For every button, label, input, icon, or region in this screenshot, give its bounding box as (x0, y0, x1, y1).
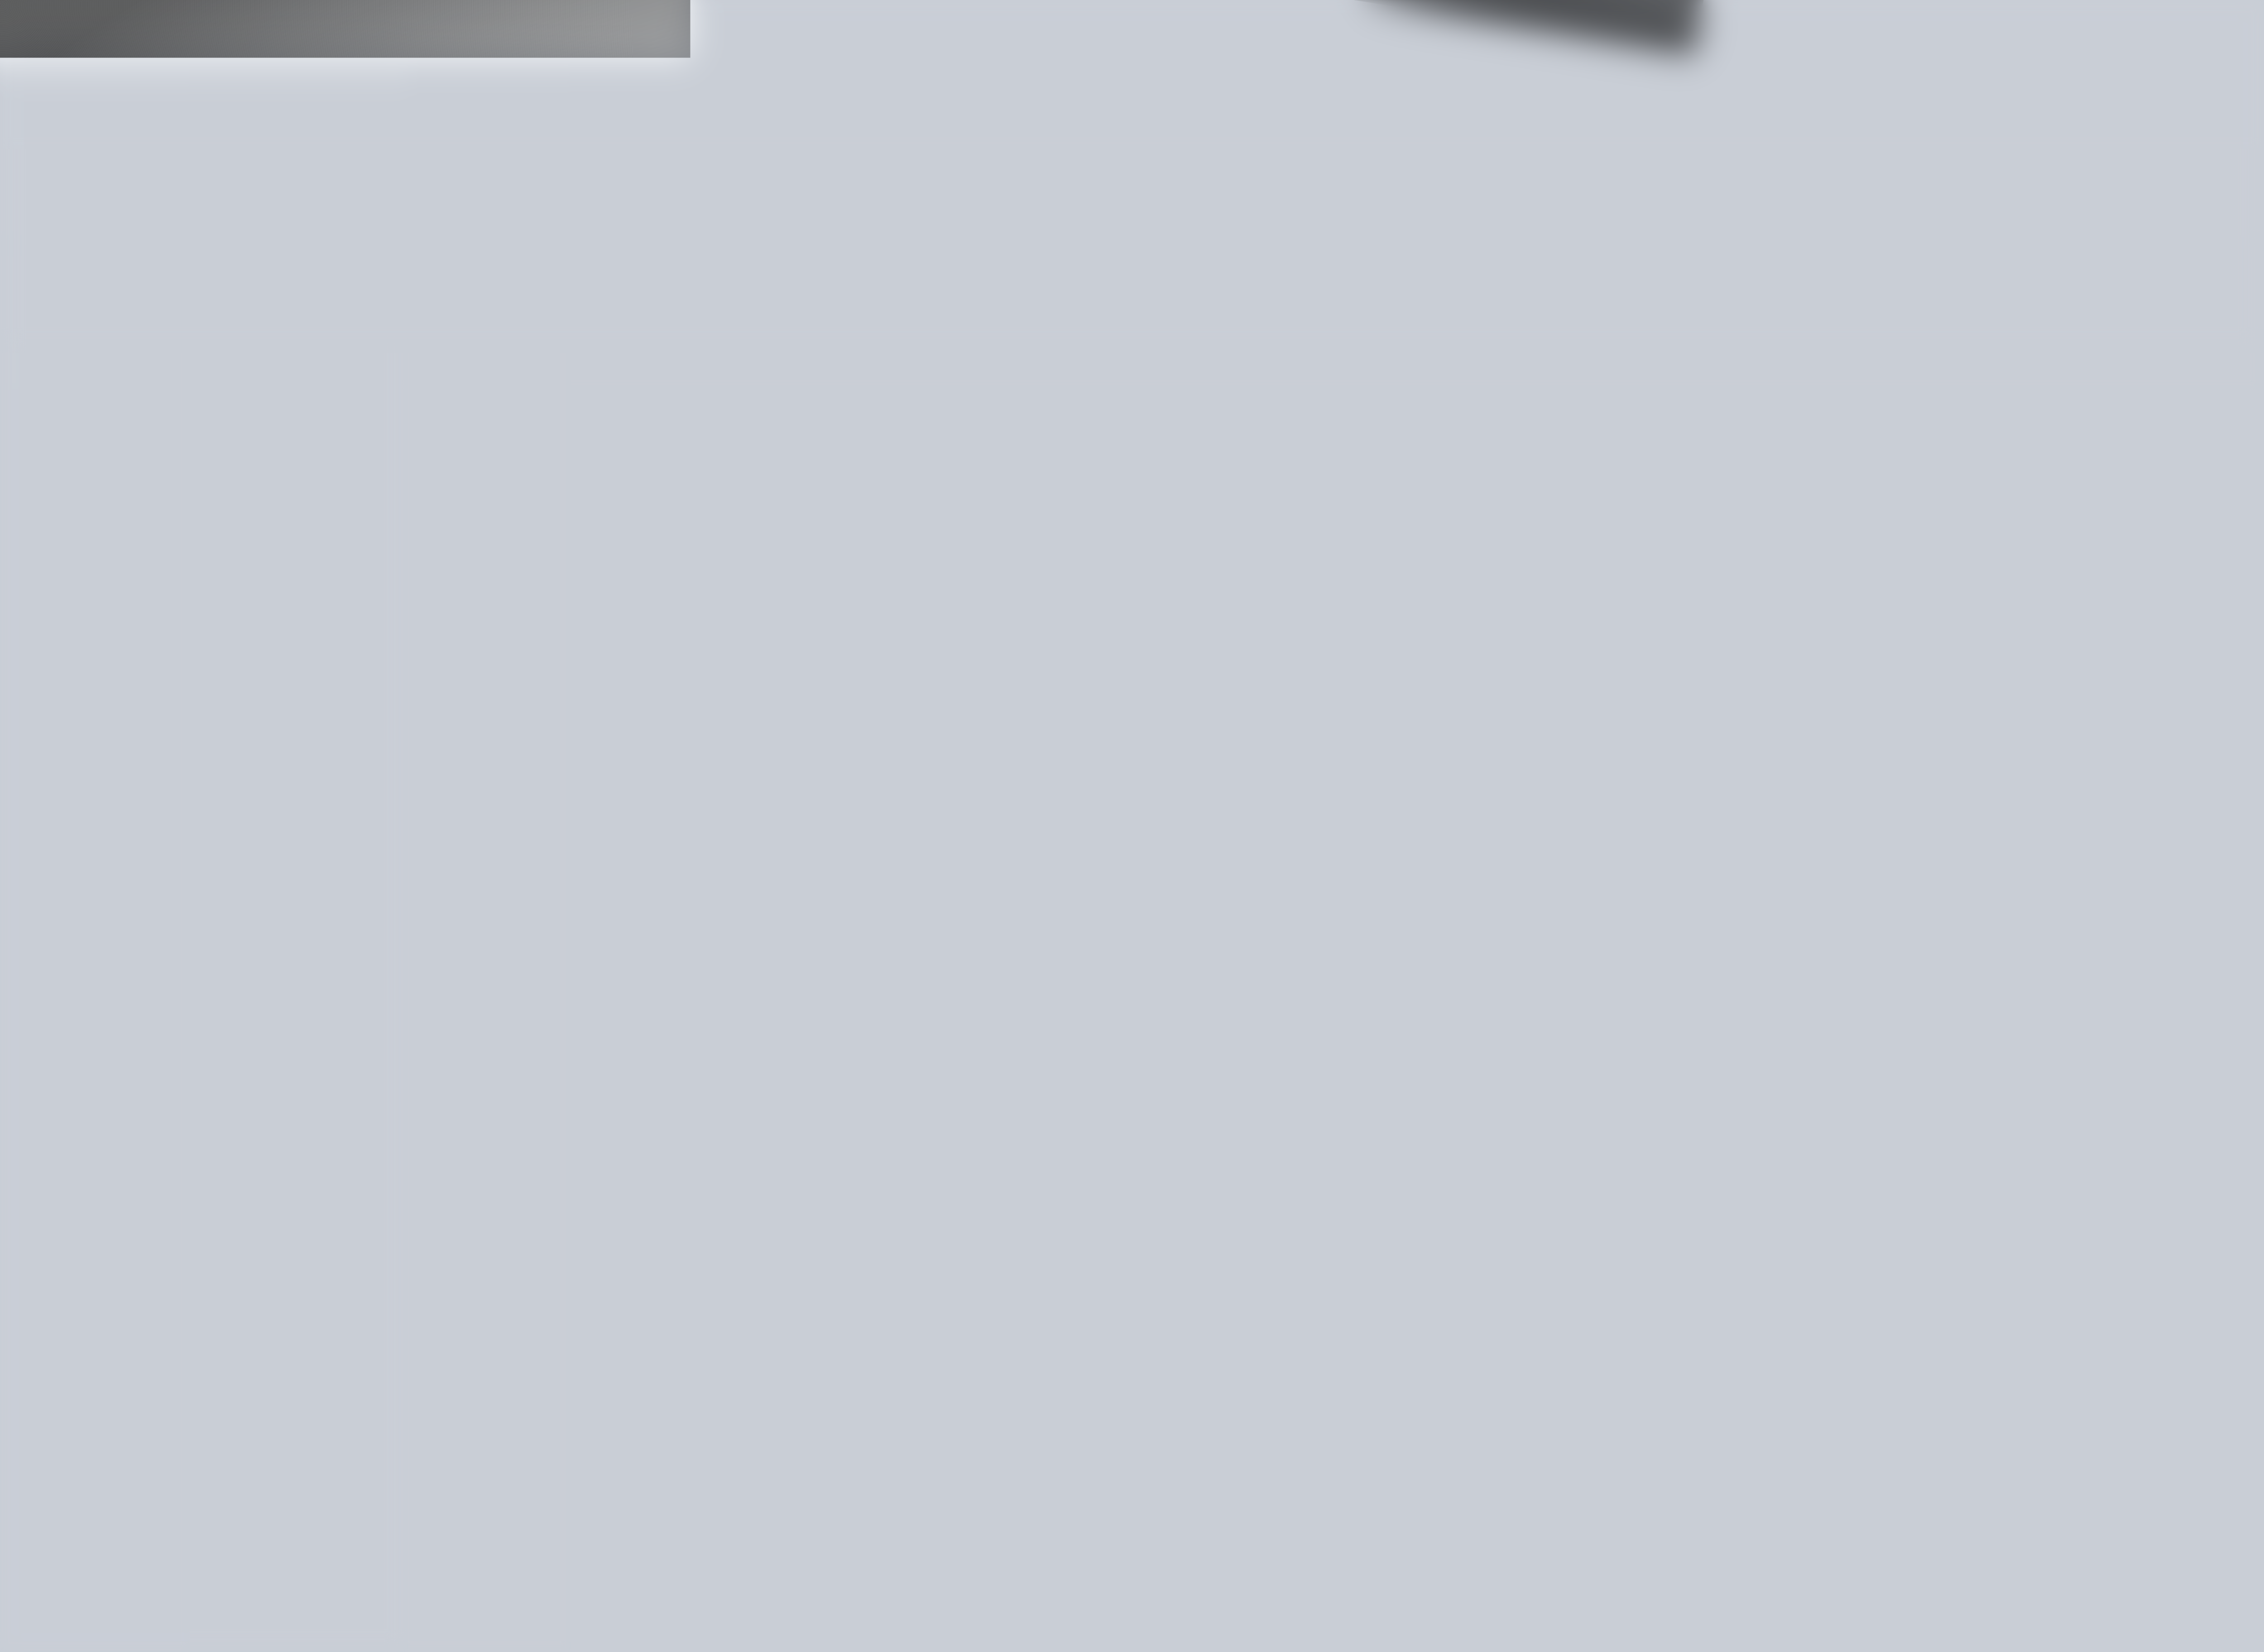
axis-tick (960, 1080, 1000, 1095)
category-label: Cefaleias (766, 729, 997, 843)
tab-label: Sintomas (365, 1546, 575, 1652)
axis-tick (1070, 420, 1110, 431)
bar-rows: Febre6,280Tosse6,094Dores Musculares4,32… (295, 190, 2264, 976)
category-label: Tosse (890, 490, 1041, 579)
category-label: Anosmia (718, 1116, 931, 1236)
chart-card: Sintomas Registados Febre6,280Tosse6,094… (0, 0, 2264, 1652)
axis-tick (1026, 685, 1066, 698)
screen: nados o Gaia bon Comontar ão de Casos Su… (0, 0, 2264, 1652)
category-label: Febre (911, 360, 1063, 446)
axis-tick (982, 949, 1022, 963)
axis-tick (938, 1211, 978, 1226)
tab-sintomas[interactable]: Sintomas (363, 1546, 575, 1652)
bar-value-label: 3,210 (2146, 1250, 2264, 1370)
photo-scene: nados o Gaia bon Comontar ão de Casos Su… (0, 0, 2264, 1652)
bar-value-label: 2,372 (1806, 1307, 1992, 1424)
bar-chart: Febre6,280Tosse6,094Dores Musculares4,32… (113, 190, 2264, 1652)
axis-tick (1004, 817, 1044, 830)
monitor: nados o Gaia bon Comontar ão de Casos Su… (0, 0, 2264, 1652)
axis-tick (1048, 552, 1088, 564)
